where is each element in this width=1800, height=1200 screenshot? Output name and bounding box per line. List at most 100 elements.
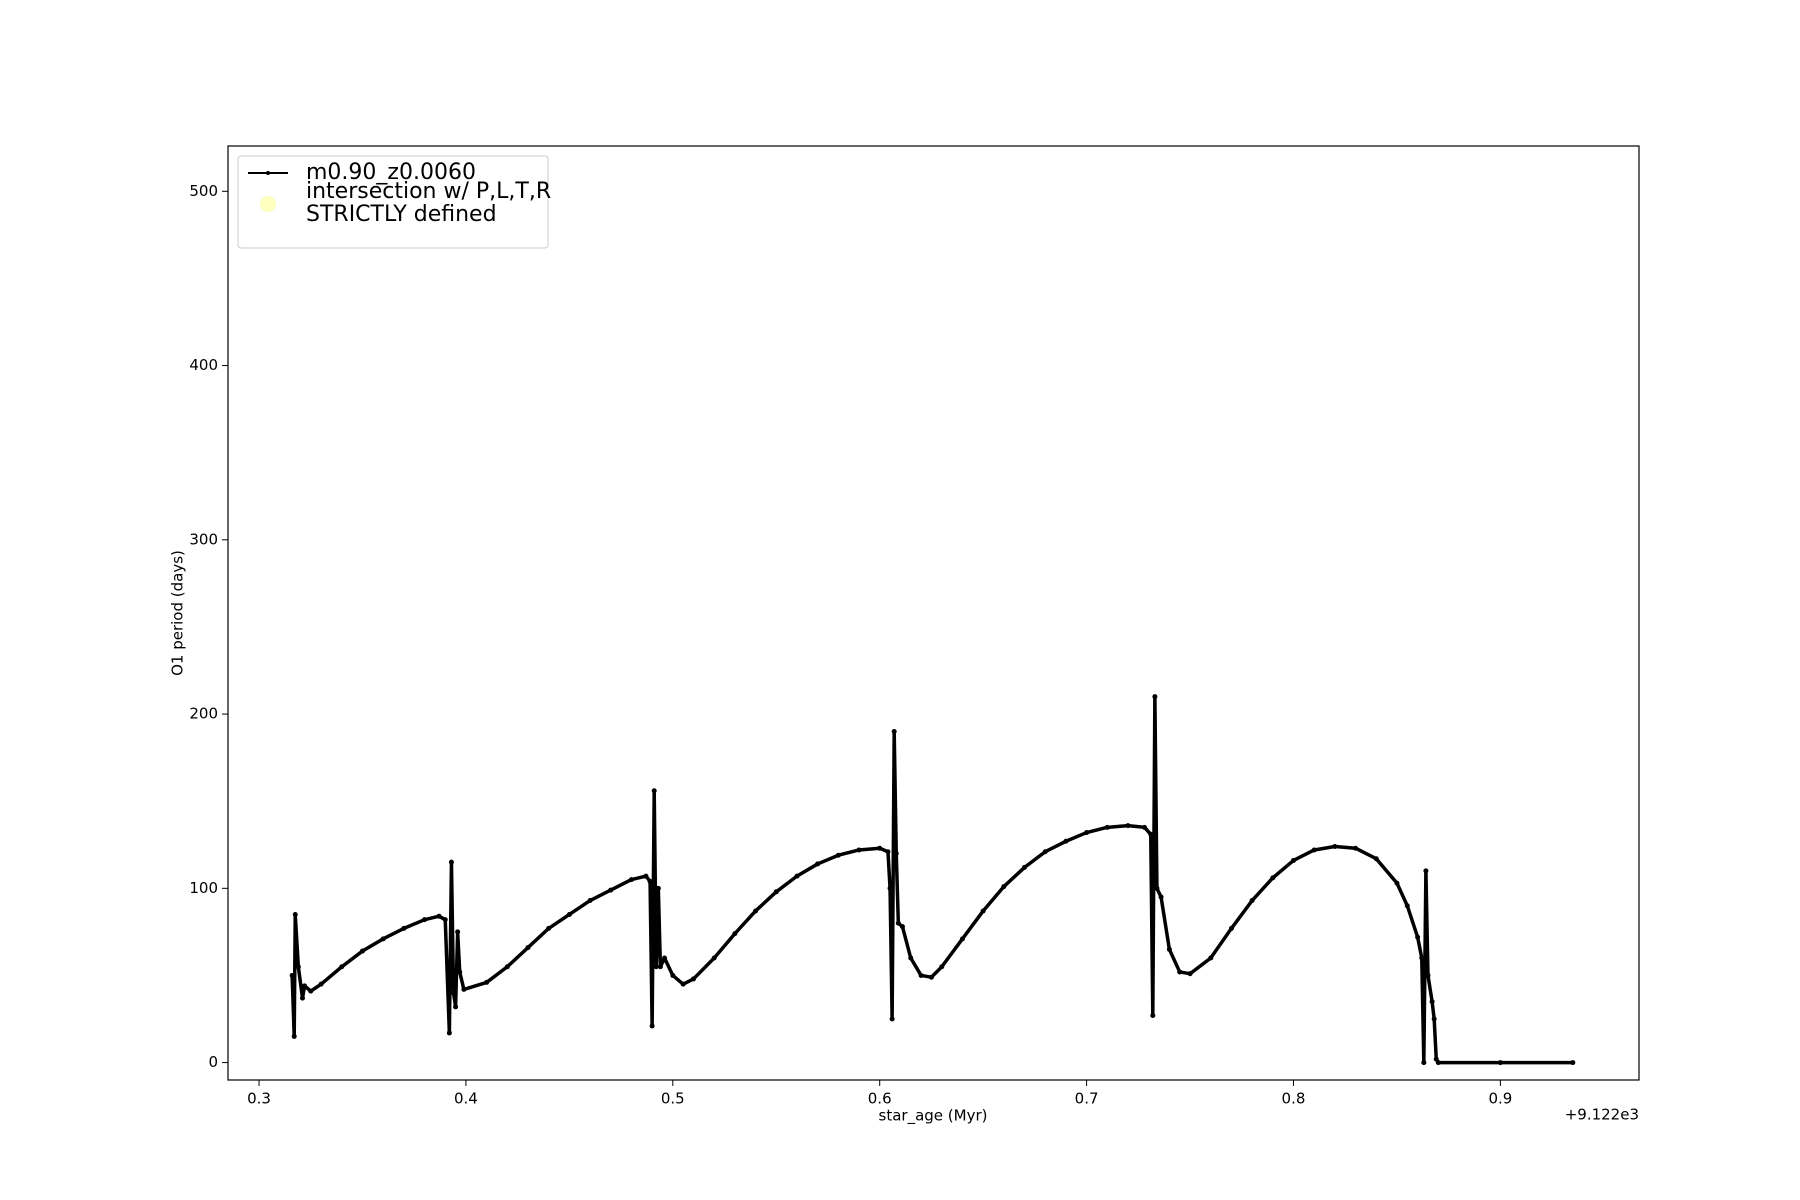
data-point <box>657 964 663 970</box>
data-point <box>546 925 552 931</box>
data-point <box>1148 831 1154 837</box>
data-point <box>1353 845 1359 851</box>
data-point <box>711 955 717 961</box>
data-point <box>1166 946 1172 952</box>
data-point <box>1208 955 1214 961</box>
data-point <box>1104 824 1110 830</box>
data-point <box>1142 824 1148 830</box>
data-point <box>484 979 490 985</box>
data-point <box>289 972 295 978</box>
data-point <box>451 990 457 996</box>
x-tick-label: 0.8 <box>1282 1090 1306 1108</box>
data-point <box>339 964 345 970</box>
data-point <box>295 964 301 970</box>
data-point <box>1063 838 1069 844</box>
data-point <box>1415 934 1421 940</box>
data-point <box>670 972 676 978</box>
data-point <box>1158 894 1164 900</box>
data-point <box>422 917 428 923</box>
x-tick-label: 0.4 <box>454 1090 478 1108</box>
legend-box <box>237 155 549 249</box>
data-point <box>662 955 668 961</box>
legend-label: m0.90_z0.0060 <box>306 160 476 185</box>
data-point <box>1001 884 1007 890</box>
data-point <box>794 873 800 879</box>
data-point <box>448 859 454 865</box>
x-tick-label: 0.6 <box>868 1090 892 1108</box>
data-point <box>835 852 841 858</box>
data-point <box>299 995 305 1001</box>
data-point <box>691 976 697 982</box>
data-point <box>442 917 448 923</box>
legend-marker <box>266 171 270 175</box>
data-point <box>895 920 901 926</box>
data-point <box>401 925 407 931</box>
data-point <box>1425 972 1431 978</box>
legend-marker <box>260 196 276 212</box>
data-point <box>436 913 442 919</box>
data-point <box>1394 880 1400 886</box>
data-point <box>732 931 738 937</box>
data-point <box>292 911 298 917</box>
data-point <box>1404 903 1410 909</box>
x-tick-label: 0.9 <box>1488 1090 1512 1108</box>
data-point <box>959 936 965 942</box>
data-point <box>446 1030 452 1036</box>
data-point <box>1290 857 1296 863</box>
data-point <box>753 908 759 914</box>
data-point <box>1150 1013 1156 1019</box>
x-tick-label: 0.7 <box>1075 1090 1099 1108</box>
data-point <box>1270 875 1276 881</box>
data-point <box>457 969 463 975</box>
data-point <box>525 945 531 951</box>
data-point <box>1435 1060 1441 1066</box>
data-point <box>318 981 324 987</box>
y-tick-label: 400 <box>189 356 218 374</box>
data-point <box>587 898 593 904</box>
y-tick-label: 0 <box>208 1053 218 1071</box>
data-point <box>1423 868 1429 874</box>
data-point <box>649 1023 655 1029</box>
data-point <box>504 964 510 970</box>
data-point <box>1373 856 1379 862</box>
legend-label: intersection w/ P,L,T,R STRICTLY defined <box>306 179 551 227</box>
data-point <box>680 981 686 987</box>
data-point <box>856 847 862 853</box>
data-point <box>1022 864 1028 870</box>
data-point <box>887 885 893 891</box>
data-point <box>1152 694 1158 700</box>
data-point <box>1311 847 1317 853</box>
data-point <box>891 728 897 734</box>
data-point <box>655 885 661 891</box>
data-point <box>1419 955 1425 961</box>
y-tick-label: 200 <box>189 705 218 723</box>
data-point <box>928 974 934 980</box>
data-point <box>908 955 914 961</box>
data-point <box>885 849 891 855</box>
data-point <box>980 908 986 914</box>
y-tick-label: 300 <box>189 530 218 548</box>
data-point <box>455 929 461 935</box>
data-point <box>291 1033 297 1039</box>
data-point <box>643 873 649 879</box>
data-point <box>461 986 467 992</box>
data-point <box>1497 1060 1503 1066</box>
data-point <box>918 972 924 978</box>
data-point <box>453 1004 459 1010</box>
y-tick-label: 500 <box>189 182 218 200</box>
data-point <box>1332 844 1338 849</box>
data-point <box>608 887 614 893</box>
data-point <box>1421 1060 1427 1066</box>
data-point <box>1249 898 1255 904</box>
data-point <box>1431 1016 1437 1022</box>
data-point <box>889 1016 895 1022</box>
data-point <box>1177 969 1183 975</box>
data-point <box>815 861 821 867</box>
data-point <box>1042 849 1048 855</box>
data-point <box>899 924 905 930</box>
data-point <box>647 878 653 884</box>
data-point <box>628 877 634 883</box>
data-point <box>1570 1060 1576 1066</box>
